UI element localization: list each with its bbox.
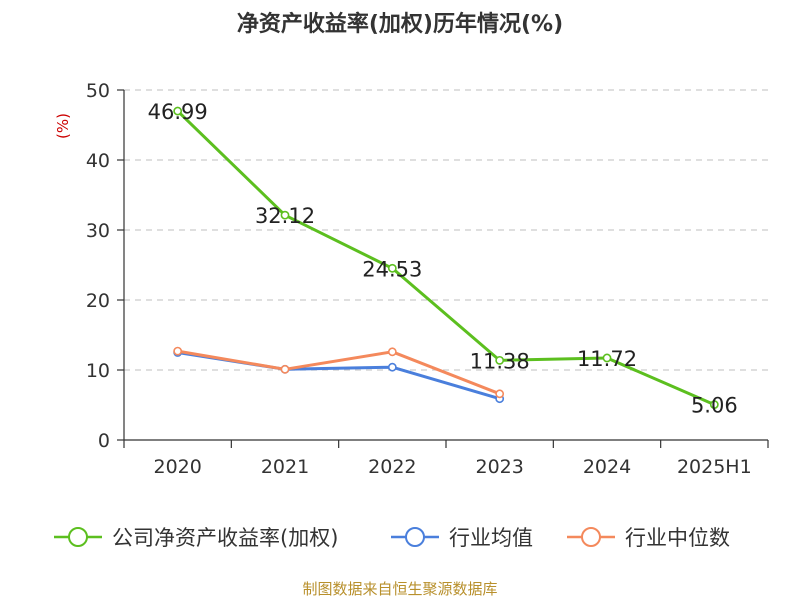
- legend-label: 行业均值: [449, 526, 533, 550]
- data-point: [387, 347, 397, 357]
- data-point: [387, 362, 397, 372]
- data-label: 5.06: [691, 394, 738, 418]
- data-label: 46.99: [148, 100, 208, 124]
- legend-label: 行业中位数: [625, 526, 730, 550]
- y-tick-label: 50: [86, 80, 110, 102]
- x-tick-label: 2023: [475, 456, 523, 478]
- y-tick-label: 30: [86, 220, 110, 242]
- legend-marker: [405, 527, 425, 547]
- x-tick-label: 2025H1: [677, 456, 752, 478]
- x-tick-label: 2024: [583, 456, 631, 478]
- legend-marker: [68, 527, 88, 547]
- data-point: [280, 210, 290, 220]
- data-point: [495, 389, 505, 399]
- data-point: [280, 364, 290, 374]
- y-axis-label: (%): [54, 113, 72, 139]
- y-tick-label: 10: [86, 360, 110, 382]
- data-label: 32.12: [255, 204, 315, 228]
- y-tick-label: 20: [86, 290, 110, 312]
- y-tick-label: 0: [98, 430, 110, 452]
- data-point: [602, 353, 612, 363]
- legend-label: 公司净资产收益率(加权): [112, 526, 338, 550]
- series-line-2: [177, 349, 501, 396]
- data-label: 11.38: [470, 349, 530, 373]
- x-tick-label: 2020: [153, 456, 201, 478]
- data-label: 11.72: [577, 347, 637, 371]
- chart-title: 净资产收益率(加权)历年情况(%): [236, 12, 564, 37]
- x-tick-label: 2022: [368, 456, 416, 478]
- series-line-0: [176, 109, 715, 406]
- source-note: 制图数据来自恒生聚源数据库: [302, 580, 498, 598]
- data-point: [173, 106, 183, 116]
- data-label: 24.53: [362, 257, 422, 281]
- legend-marker: [581, 527, 601, 547]
- x-tick-label: 2021: [261, 456, 309, 478]
- data-point: [495, 355, 505, 365]
- data-point: [173, 346, 183, 356]
- data-point: [709, 400, 719, 409]
- data-point: [387, 263, 397, 273]
- y-tick-label: 40: [86, 150, 110, 172]
